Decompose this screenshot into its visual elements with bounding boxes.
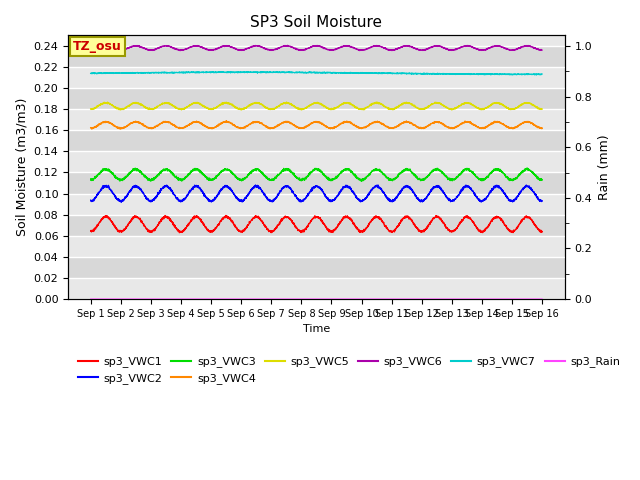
Title: SP3 Soil Moisture: SP3 Soil Moisture (250, 15, 383, 30)
Bar (68, 46, 564, 67)
Bar (68, 236, 564, 257)
Bar (68, 172, 564, 193)
Bar (68, 88, 564, 109)
Bar (68, 193, 564, 215)
X-axis label: Time: Time (303, 324, 330, 335)
Legend: sp3_VWC1, sp3_VWC2, sp3_VWC3, sp3_VWC4, sp3_VWC5, sp3_VWC6, sp3_VWC7, sp3_Rain: sp3_VWC1, sp3_VWC2, sp3_VWC3, sp3_VWC4, … (74, 352, 625, 388)
Bar (68, 278, 564, 299)
Bar (68, 109, 564, 130)
Text: TZ_osu: TZ_osu (73, 40, 122, 53)
Y-axis label: Rain (mm): Rain (mm) (598, 134, 611, 200)
Y-axis label: Soil Moisture (m3/m3): Soil Moisture (m3/m3) (15, 98, 28, 236)
Bar (68, 130, 564, 151)
Bar (68, 67, 564, 88)
Bar (68, 151, 564, 172)
Bar (68, 215, 564, 236)
Bar (68, 257, 564, 278)
